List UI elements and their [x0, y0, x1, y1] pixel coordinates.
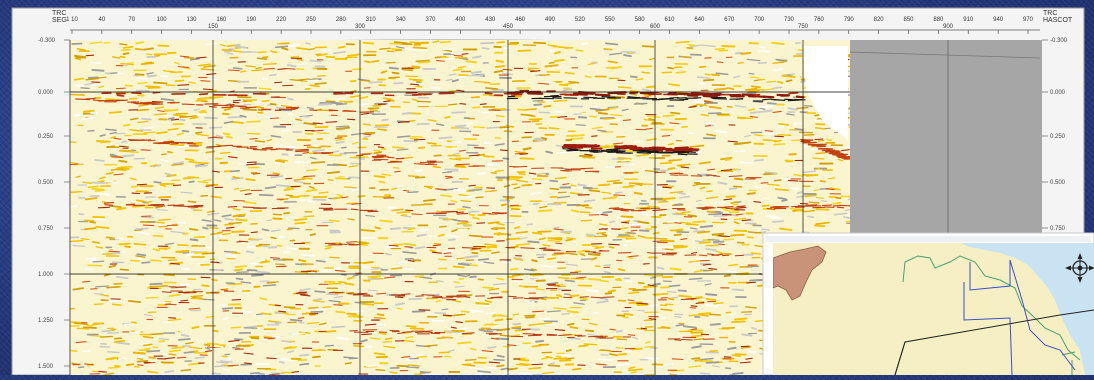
trace-tick-label: 880: [933, 17, 944, 23]
cdp-tick-label: 750: [798, 24, 809, 30]
trace-tick-label: 550: [605, 17, 616, 23]
trace-tick-label: 340: [396, 17, 407, 23]
trace-tick-label: 910: [963, 17, 974, 23]
trace-tick-label: 70: [128, 17, 135, 23]
trace-tick-label: 460: [515, 17, 526, 23]
cdp-tick-label: 150: [208, 24, 219, 30]
inset-location-map: [763, 233, 1094, 375]
trace-tick-label: 310: [366, 17, 377, 23]
trace-tick-label: 640: [694, 17, 705, 23]
trace-tick-label: 430: [485, 17, 496, 23]
left-time-label: -0.300: [38, 38, 56, 44]
trace-tick-label: 190: [246, 17, 257, 23]
right-time-label: 0.000: [1050, 90, 1066, 96]
trace-tick-label: 280: [336, 17, 347, 23]
trace-tick-label: 970: [1023, 17, 1034, 23]
right-time-label: 0.250: [1050, 134, 1066, 140]
left-time-label: 0.500: [38, 180, 54, 186]
right-trace-label: TRC HASCOT: [1043, 10, 1072, 24]
trace-tick-label: 130: [186, 17, 197, 23]
left-time-label: 0.250: [38, 134, 54, 140]
cdp-tick-label: 300: [355, 24, 366, 30]
right-time-label: 0.750: [1050, 226, 1066, 232]
trace-tick-label: 100: [157, 17, 168, 23]
left-time-label: 1.000: [38, 272, 54, 278]
left-time-label: 0.000: [38, 90, 54, 96]
trace-tick-label: 250: [306, 17, 317, 23]
seismic-traces: [70, 40, 860, 375]
trace-tick-label: 610: [664, 17, 675, 23]
trace-tick-label: 580: [635, 17, 646, 23]
trace-tick-label: 160: [216, 17, 227, 23]
trace-tick-label: 820: [874, 17, 885, 23]
trace-tick-label: 400: [455, 17, 466, 23]
trace-tick-label: 220: [276, 17, 287, 23]
trace-tick-label: 760: [814, 17, 825, 23]
left-time-label: 0.750: [38, 226, 54, 232]
cdp-tick-label: 450: [503, 24, 514, 30]
left-time-label: 1.250: [38, 318, 54, 324]
trace-tick-label: 790: [844, 17, 855, 23]
right-time-label: 0.500: [1050, 180, 1066, 186]
left-time-label: 1.500: [38, 364, 54, 370]
left-trace-label: TRC SEG: [52, 10, 67, 24]
trace-tick-label: 490: [545, 17, 556, 23]
trace-tick-label: 1 10: [66, 17, 78, 23]
trace-tick-label: 700: [754, 17, 765, 23]
cdp-tick-label: 600: [650, 24, 661, 30]
trace-tick-label: 40: [99, 17, 106, 23]
trace-tick-label: 940: [993, 17, 1004, 23]
right-time-label: -0.300: [1050, 38, 1068, 44]
trace-tick-label: 850: [903, 17, 914, 23]
trace-tick-label: 520: [575, 17, 586, 23]
trace-tick-label: 370: [425, 17, 436, 23]
trace-tick-label: 670: [724, 17, 735, 23]
trace-tick-label: 730: [784, 17, 795, 23]
cdp-tick-label: 900: [943, 24, 954, 30]
